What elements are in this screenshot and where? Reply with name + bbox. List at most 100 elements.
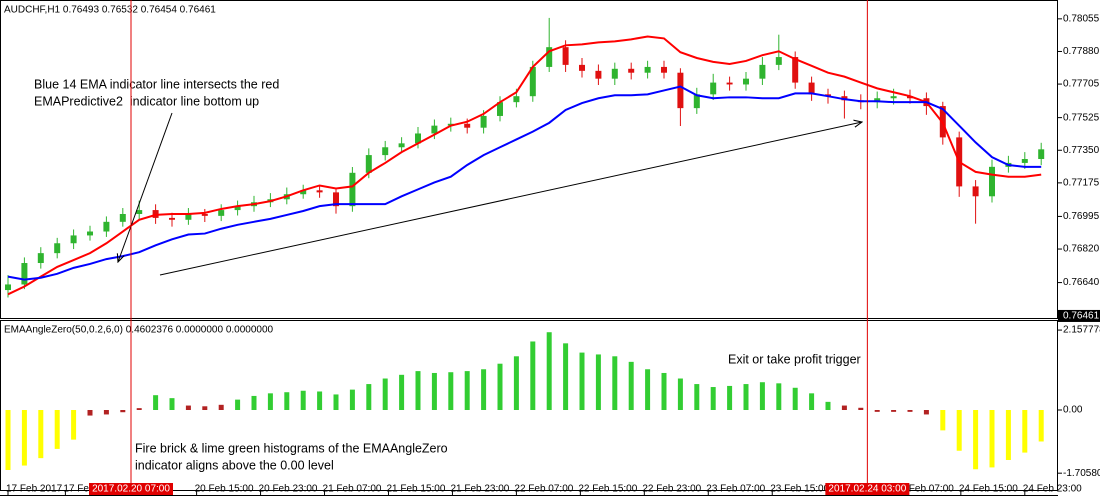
trend-arrow	[159, 122, 862, 276]
y-tick-label: 0.00	[1063, 405, 1083, 416]
candle-body	[464, 123, 471, 128]
candle-body	[415, 133, 421, 144]
y-tick-label: 0.77350	[1063, 145, 1100, 156]
histogram-bar	[300, 390, 306, 410]
candle-body	[693, 94, 700, 109]
histogram-bar	[710, 387, 716, 410]
y-tick-label: 0.77705	[1063, 79, 1100, 90]
histogram-bar	[907, 410, 913, 412]
x-tick-label: 24 Feb 15:00	[959, 484, 1018, 495]
histogram-bar	[563, 343, 569, 410]
histogram-bar	[628, 361, 634, 410]
candle-body	[234, 206, 241, 211]
y-tick-label: 0.78055	[1063, 13, 1100, 24]
candle-body	[87, 231, 93, 236]
y-tick-label: 0.76820	[1063, 244, 1100, 255]
histogram-bar	[694, 384, 700, 410]
y-tick-label: 0.77175	[1063, 178, 1100, 189]
histogram-bar	[333, 394, 339, 410]
candle-body	[1038, 149, 1045, 160]
histogram-bar	[923, 410, 929, 415]
histogram-bar	[677, 378, 683, 410]
y-tick-label: -1.705801	[1063, 468, 1100, 479]
histogram-bar	[448, 372, 454, 410]
x-tick-label: 22 Feb 15:00	[578, 484, 637, 495]
annotation: indicator aligns above the 0.00 level	[135, 458, 334, 472]
histogram-bar	[809, 393, 815, 410]
histogram-bar	[513, 356, 519, 410]
histogram-bar	[5, 410, 11, 470]
y-tick-label: 0.76640	[1063, 277, 1100, 288]
histogram-bar	[661, 372, 667, 410]
histogram-bar	[776, 383, 782, 410]
candle-body	[792, 57, 799, 83]
histogram-bar	[366, 384, 372, 410]
histogram-bar	[1022, 410, 1028, 453]
y-tick-label: 0.77880	[1063, 46, 1100, 57]
x-tick-label: 22 Feb 23:00	[642, 484, 701, 495]
x-tick-label: 21 Feb 15:00	[386, 484, 445, 495]
histogram-bar	[645, 369, 651, 410]
y-tick-label: 2.1577780	[1063, 325, 1100, 336]
candle-body	[546, 47, 553, 67]
histogram-bar	[481, 369, 487, 410]
histogram-bar	[251, 395, 257, 410]
histogram-bar	[169, 398, 175, 410]
histogram-bar	[399, 374, 405, 410]
histogram-bar	[973, 410, 979, 470]
candle-body	[5, 284, 11, 291]
x-tick-label: 24 Feb 23:00	[1023, 484, 1082, 495]
histogram-bar	[71, 410, 77, 440]
histogram-bar	[235, 399, 241, 410]
candle-body	[661, 66, 667, 73]
current-price-box	[1058, 309, 1100, 322]
current-price-label: 0.76461	[1063, 311, 1100, 322]
x-tick-label: 20 Feb 15:00	[195, 484, 254, 495]
candle-body	[677, 72, 684, 109]
histogram-bar	[120, 410, 126, 413]
histogram-bar	[940, 410, 946, 431]
histogram-bar	[136, 408, 142, 410]
candle-body	[431, 125, 438, 134]
histogram-bar	[956, 410, 962, 451]
indicator-panel-frame	[0, 320, 1058, 491]
indicator-line	[7, 85, 1042, 281]
histogram-bar	[21, 410, 27, 466]
candle-body	[1021, 159, 1028, 163]
candle-body	[119, 213, 126, 222]
candle-body	[972, 186, 979, 197]
histogram-bar	[38, 410, 44, 459]
histogram-bar	[382, 378, 388, 410]
candle-body	[890, 96, 897, 99]
histogram-bar	[202, 406, 208, 410]
candle-body	[874, 98, 881, 103]
cursor-label-box	[825, 483, 910, 495]
candle-body	[513, 96, 520, 103]
candle-body	[316, 190, 323, 193]
histogram-bar	[103, 410, 109, 415]
histogram-bar	[825, 401, 831, 410]
candle-body	[349, 172, 356, 207]
candle-body	[365, 155, 372, 173]
indicator-title: EMAAngleZero(50,0.2,6,0) 0.4602376 0.000…	[4, 325, 274, 336]
candle-body	[989, 166, 995, 197]
cursor-label: 2017.02.20 07:00	[92, 484, 170, 495]
x-tick-label: 21 Feb 23:00	[450, 484, 509, 495]
candle-body	[21, 263, 28, 285]
x-tick-label: 24 Feb 07:00	[895, 484, 954, 495]
histogram-bar	[1005, 410, 1011, 460]
histogram-bar	[530, 341, 536, 410]
histogram-bar	[612, 356, 618, 410]
histogram-bar	[464, 371, 470, 410]
histogram-bar	[153, 395, 159, 410]
histogram-bar	[284, 392, 290, 410]
candle-body	[644, 66, 651, 73]
histogram-bar	[87, 410, 93, 416]
candle-body	[562, 47, 569, 65]
cursor-label-box	[89, 483, 173, 495]
annotation: EMAPredictive2 indicator line bottom up	[34, 94, 259, 108]
candle-body	[480, 115, 487, 128]
